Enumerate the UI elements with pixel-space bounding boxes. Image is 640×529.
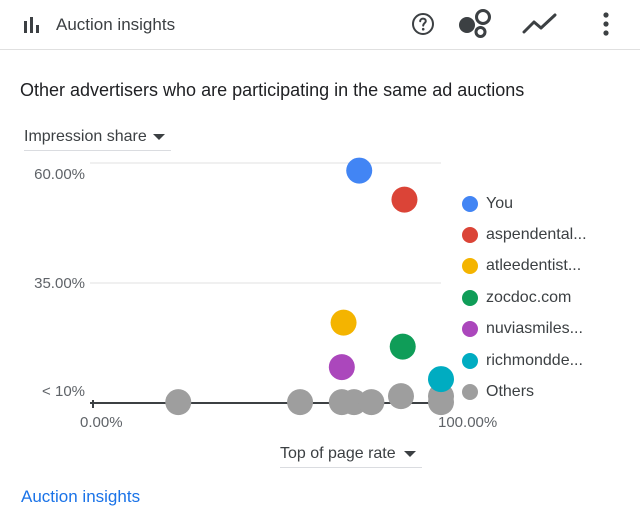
x-tick-label: 0.00% [80,414,123,431]
legend-label: Others [486,383,535,401]
line-chart-icon [522,13,557,34]
legend-label: nuviasmiles... [486,320,583,338]
help-icon [412,13,434,35]
legend-swatch [462,321,478,338]
dropdown-arrow-icon [152,134,165,140]
data-point-you[interactable] [346,157,373,184]
chart-description: Other advertisers who are participating … [20,80,525,100]
card-header: Auction insights [0,0,640,50]
data-point-others[interactable] [387,383,414,410]
data-point-richmondde[interactable] [428,366,454,393]
legend-label: zocdoc.com [486,288,572,306]
data-point-atleedentist[interactable] [330,309,357,336]
scatter-chart-icon [459,9,491,38]
more-vert-icon [603,12,609,36]
legend-swatch [462,195,478,212]
x-axis-dropdown-label: Top of page rate [280,445,396,462]
legend-item[interactable]: You [462,188,632,219]
legend-label: atleedentist... [486,257,582,275]
metric-dropdown[interactable]: Impression share [24,126,171,151]
scatter-chart-button[interactable] [456,6,496,42]
x-axis-dropdown[interactable]: Top of page rate [280,443,422,468]
data-point-others[interactable] [287,389,314,416]
auction-insights-link[interactable]: Auction insights [21,487,141,506]
data-point-nuviasmiles[interactable] [328,354,355,381]
legend-item[interactable]: zocdoc.com [462,282,632,313]
x-tick-label: 100.00% [438,414,497,431]
data-point-others[interactable] [358,389,385,416]
scatter-chart: 60.00% 35.00% < 10% 0.00% 100.00% [34,157,497,431]
data-point-others[interactable] [165,389,192,416]
legend-item[interactable]: aspendental... [462,219,632,250]
data-point-zocdoc-com[interactable] [389,333,416,360]
legend-label: richmondde... [486,351,583,369]
legend-swatch [462,384,478,401]
more-options-button[interactable] [588,6,624,42]
y-tick-label: < 10% [42,383,85,400]
line-chart-button[interactable] [522,6,558,42]
data-point-others[interactable] [428,389,454,416]
legend-item[interactable]: nuviasmiles... [462,314,632,345]
legend-swatch [462,258,478,275]
data-point-aspendental[interactable] [391,186,418,213]
legend-swatch [462,289,478,306]
legend-swatch [462,227,478,244]
bar-chart-icon [24,17,39,33]
help-button[interactable] [405,6,441,42]
card-title: Auction insights [56,15,176,34]
legend-item[interactable]: richmondde... [462,345,632,376]
legend-item[interactable]: Others [462,376,632,407]
legend-label: aspendental... [486,226,587,244]
legend-swatch [462,352,478,369]
chart-legend: You aspendental... atleedentist... zocdoc.c… [462,188,632,408]
legend-label: You [486,194,513,212]
dropdown-arrow-icon [403,451,416,457]
y-tick-label: 35.00% [34,275,85,292]
metric-dropdown-label: Impression share [24,128,147,145]
y-tick-label: 60.00% [34,166,85,183]
legend-item[interactable]: atleedentist... [462,251,632,282]
